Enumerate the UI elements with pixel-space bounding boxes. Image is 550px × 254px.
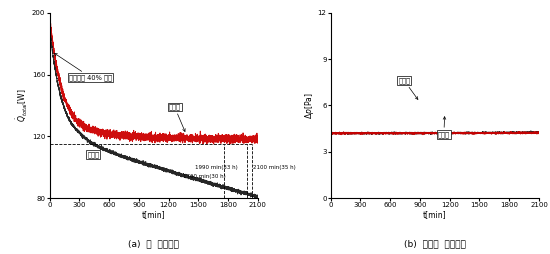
Text: (a)  총  열전달율: (a) 총 열전달율 (128, 239, 179, 248)
Text: 초발수: 초발수 (168, 103, 185, 132)
Text: 열전달량 40% 감소: 열전달량 40% 감소 (54, 53, 112, 81)
Text: 1760 min(30 h): 1760 min(30 h) (183, 174, 226, 179)
X-axis label: t[min]: t[min] (142, 210, 166, 219)
Text: 무처리: 무처리 (87, 151, 99, 158)
Text: (b)  공기측  압력강하: (b) 공기측 압력강하 (404, 239, 466, 248)
X-axis label: t[min]: t[min] (423, 210, 447, 219)
Text: 초발수: 초발수 (438, 117, 450, 138)
Text: 무처리: 무처리 (398, 77, 418, 100)
Y-axis label: $\dot{Q}_{total}$[W]: $\dot{Q}_{total}$[W] (15, 89, 30, 122)
Text: 1990 min(33 h): 1990 min(33 h) (195, 165, 238, 170)
Text: 2100 min(35 h): 2100 min(35 h) (252, 165, 295, 170)
Y-axis label: $\Delta p$[Pa]: $\Delta p$[Pa] (303, 92, 316, 119)
